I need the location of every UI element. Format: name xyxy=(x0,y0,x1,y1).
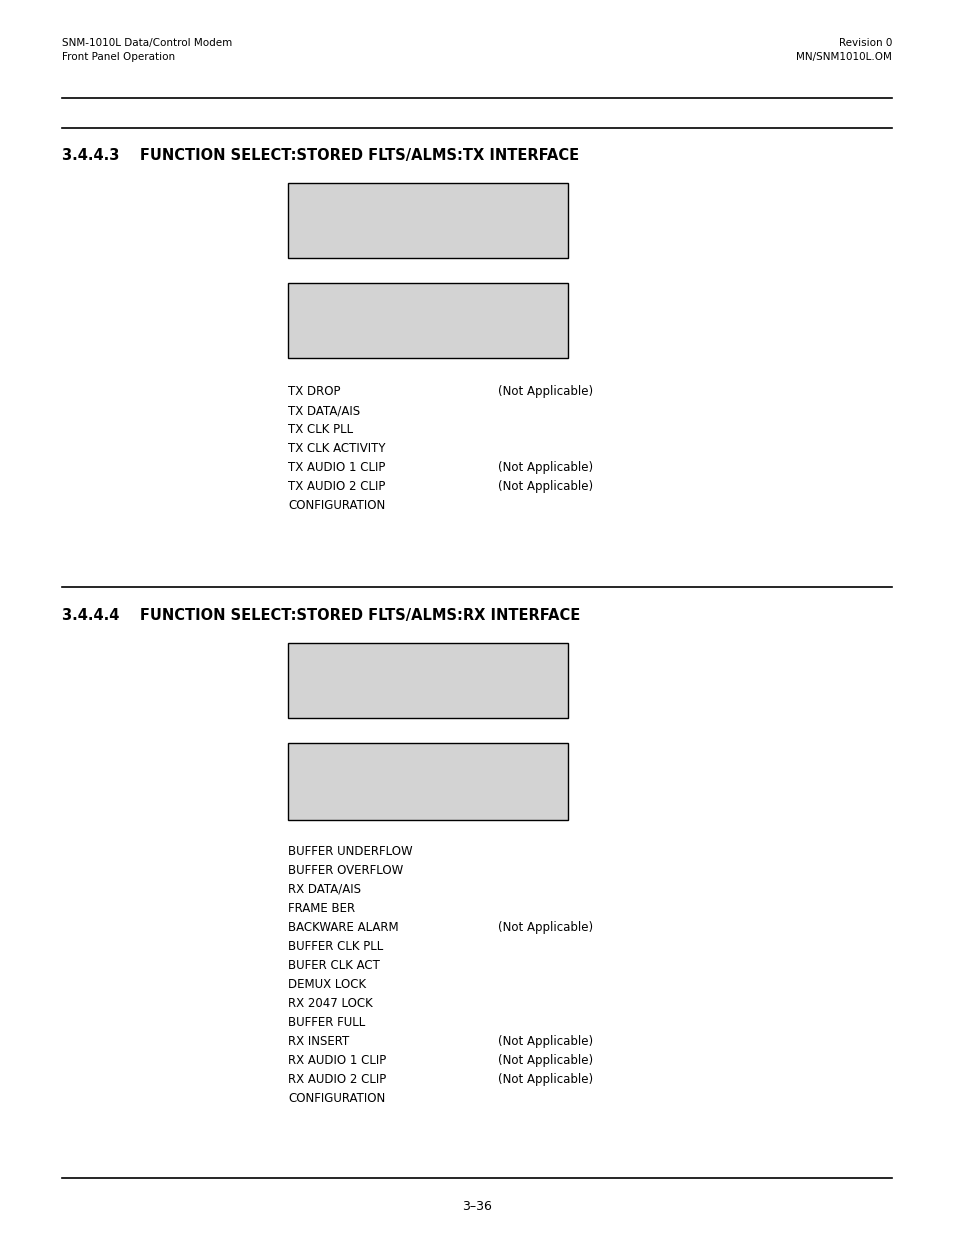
Text: (Not Applicable): (Not Applicable) xyxy=(497,1053,593,1067)
Text: Front Panel Operation: Front Panel Operation xyxy=(62,52,175,62)
Text: FRAME BER: FRAME BER xyxy=(288,902,355,915)
Text: SNM-1010L Data/Control Modem: SNM-1010L Data/Control Modem xyxy=(62,38,232,48)
Text: CONFIGURATION: CONFIGURATION xyxy=(288,1092,385,1105)
Text: BUFFER CLK PLL: BUFFER CLK PLL xyxy=(288,940,383,953)
Text: (Not Applicable): (Not Applicable) xyxy=(497,385,593,398)
Text: (Not Applicable): (Not Applicable) xyxy=(497,1073,593,1086)
Text: TX AUDIO 2 CLIP: TX AUDIO 2 CLIP xyxy=(288,480,385,493)
Text: RX DATA/AIS: RX DATA/AIS xyxy=(288,883,360,897)
Text: TX CLK PLL: TX CLK PLL xyxy=(288,424,353,436)
Text: MN/SNM1010L.OM: MN/SNM1010L.OM xyxy=(796,52,891,62)
Text: 3.4.4.3    FUNCTION SELECT:STORED FLTS/ALMS:TX INTERFACE: 3.4.4.3 FUNCTION SELECT:STORED FLTS/ALMS… xyxy=(62,148,578,163)
Bar xyxy=(288,183,567,258)
Text: BUFER CLK ACT: BUFER CLK ACT xyxy=(288,960,379,972)
Text: RX AUDIO 1 CLIP: RX AUDIO 1 CLIP xyxy=(288,1053,386,1067)
Text: RX INSERT: RX INSERT xyxy=(288,1035,349,1049)
Text: TX CLK ACTIVITY: TX CLK ACTIVITY xyxy=(288,442,385,454)
Text: (Not Applicable): (Not Applicable) xyxy=(497,480,593,493)
Text: BUFFER UNDERFLOW: BUFFER UNDERFLOW xyxy=(288,845,413,858)
Text: TX AUDIO 1 CLIP: TX AUDIO 1 CLIP xyxy=(288,461,385,474)
Text: BACKWARE ALARM: BACKWARE ALARM xyxy=(288,921,398,934)
Text: (Not Applicable): (Not Applicable) xyxy=(497,921,593,934)
Bar xyxy=(288,743,567,820)
Text: Revision 0: Revision 0 xyxy=(838,38,891,48)
Text: TX DATA/AIS: TX DATA/AIS xyxy=(288,404,359,417)
Text: TX DROP: TX DROP xyxy=(288,385,340,398)
Text: 3.4.4.4    FUNCTION SELECT:STORED FLTS/ALMS:RX INTERFACE: 3.4.4.4 FUNCTION SELECT:STORED FLTS/ALMS… xyxy=(62,608,579,622)
Text: (Not Applicable): (Not Applicable) xyxy=(497,461,593,474)
Text: RX AUDIO 2 CLIP: RX AUDIO 2 CLIP xyxy=(288,1073,386,1086)
Text: CONFIGURATION: CONFIGURATION xyxy=(288,499,385,513)
Text: RX 2047 LOCK: RX 2047 LOCK xyxy=(288,997,373,1010)
Text: (Not Applicable): (Not Applicable) xyxy=(497,1035,593,1049)
Bar xyxy=(288,643,567,718)
Text: 3–36: 3–36 xyxy=(461,1200,492,1213)
Text: BUFFER FULL: BUFFER FULL xyxy=(288,1016,365,1029)
Text: BUFFER OVERFLOW: BUFFER OVERFLOW xyxy=(288,864,403,877)
Bar xyxy=(288,283,567,358)
Text: DEMUX LOCK: DEMUX LOCK xyxy=(288,978,366,990)
